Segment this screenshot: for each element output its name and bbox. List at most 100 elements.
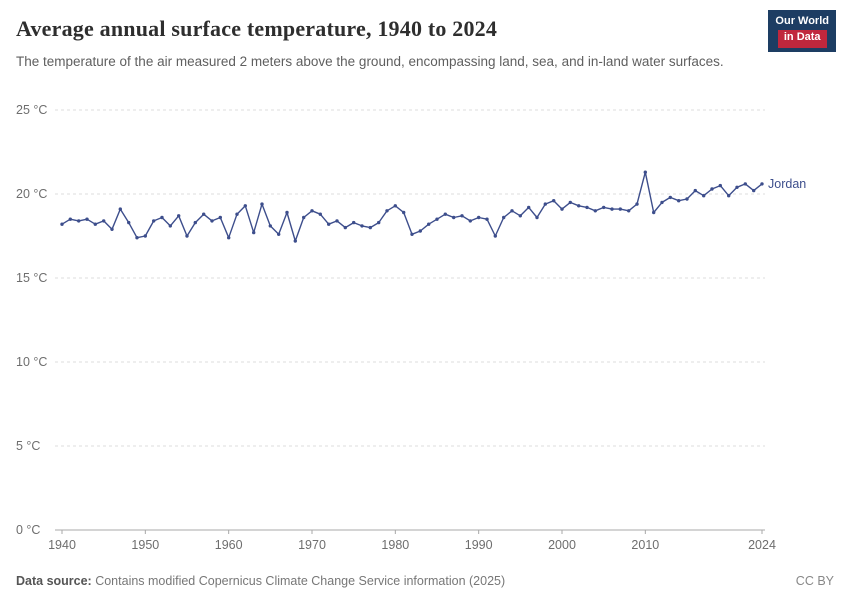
data-point[interactable] xyxy=(343,225,347,230)
data-point[interactable] xyxy=(310,209,314,213)
data-point[interactable] xyxy=(452,215,456,220)
data-point[interactable] xyxy=(402,210,406,215)
data-point[interactable] xyxy=(493,234,497,238)
data-point[interactable] xyxy=(85,217,89,221)
data-point[interactable] xyxy=(643,170,647,174)
data-point[interactable] xyxy=(677,199,681,203)
data-point[interactable] xyxy=(377,220,381,225)
temperature-line[interactable] xyxy=(61,171,763,242)
data-point[interactable] xyxy=(193,220,197,225)
data-point[interactable] xyxy=(477,215,481,220)
data-point[interactable] xyxy=(627,209,631,213)
data-point[interactable] xyxy=(502,215,506,220)
data-point[interactable] xyxy=(277,232,281,236)
data-point[interactable] xyxy=(552,199,556,203)
data-point[interactable] xyxy=(693,188,697,193)
series-label[interactable]: Jordan xyxy=(768,177,806,191)
data-point[interactable] xyxy=(743,182,747,186)
data-point[interactable] xyxy=(718,183,722,188)
data-point[interactable] xyxy=(510,209,514,213)
data-point[interactable] xyxy=(443,212,447,216)
page-title: Average annual surface temperature, 1940… xyxy=(16,16,498,41)
data-point[interactable] xyxy=(160,215,164,220)
data-point[interactable] xyxy=(235,212,239,216)
owid-logo[interactable]: Our World in Data xyxy=(768,10,836,52)
data-point[interactable] xyxy=(60,222,64,226)
data-point[interactable] xyxy=(535,215,539,220)
data-point[interactable] xyxy=(368,225,372,230)
data-point[interactable] xyxy=(327,222,331,226)
chart-subtitle: The temperature of the air measured 2 me… xyxy=(16,54,724,69)
data-point[interactable] xyxy=(635,202,639,206)
data-point[interactable] xyxy=(610,207,614,211)
data-point[interactable] xyxy=(410,232,414,236)
data-point[interactable] xyxy=(385,209,389,213)
data-point[interactable] xyxy=(302,215,306,220)
data-point[interactable] xyxy=(727,194,731,198)
data-source-label: Data source: xyxy=(16,574,92,588)
data-point[interactable] xyxy=(418,229,422,233)
data-point[interactable] xyxy=(168,224,172,228)
data-point[interactable] xyxy=(260,202,264,206)
data-point[interactable] xyxy=(252,230,256,235)
data-point[interactable] xyxy=(318,212,322,216)
data-point[interactable] xyxy=(202,212,206,216)
data-point[interactable] xyxy=(652,210,656,215)
data-point[interactable] xyxy=(293,239,297,243)
data-point[interactable] xyxy=(685,197,689,201)
data-point[interactable] xyxy=(135,236,139,240)
data-point[interactable] xyxy=(760,182,764,186)
data-point[interactable] xyxy=(485,217,489,221)
data-point[interactable] xyxy=(93,222,98,226)
owid-logo-line1: Our World xyxy=(775,15,829,27)
data-point[interactable] xyxy=(227,236,231,240)
data-point[interactable] xyxy=(560,207,564,211)
data-point[interactable] xyxy=(335,219,339,223)
data-point[interactable] xyxy=(268,224,272,228)
data-point[interactable] xyxy=(593,209,597,213)
data-point[interactable] xyxy=(393,204,397,208)
data-point[interactable] xyxy=(585,205,589,210)
data-point[interactable] xyxy=(543,202,547,206)
data-point[interactable] xyxy=(177,214,181,218)
data-point[interactable] xyxy=(660,200,664,205)
data-point[interactable] xyxy=(618,207,622,211)
data-point[interactable] xyxy=(210,219,214,223)
data-point[interactable] xyxy=(110,227,114,231)
data-point[interactable] xyxy=(602,205,606,210)
data-point[interactable] xyxy=(68,217,73,221)
data-point[interactable] xyxy=(285,210,289,215)
data-point[interactable] xyxy=(152,219,156,223)
data-point[interactable] xyxy=(352,220,356,225)
y-tick-label: 20 °C xyxy=(16,187,47,201)
data-point[interactable] xyxy=(127,220,131,225)
data-point[interactable] xyxy=(118,207,123,211)
x-tick-label: 2010 xyxy=(631,538,659,552)
data-point[interactable] xyxy=(435,217,439,221)
data-point[interactable] xyxy=(460,214,464,218)
data-point[interactable] xyxy=(527,205,531,210)
y-tick-label: 5 °C xyxy=(16,439,40,453)
data-point[interactable] xyxy=(710,187,714,191)
license-badge[interactable]: CC BY xyxy=(795,574,834,588)
x-tick-label: 1950 xyxy=(131,538,159,552)
y-tick-label: 15 °C xyxy=(16,271,47,285)
data-point[interactable] xyxy=(468,219,472,223)
data-point[interactable] xyxy=(668,195,672,200)
data-point[interactable] xyxy=(360,224,364,228)
data-point[interactable] xyxy=(218,215,222,220)
data-point[interactable] xyxy=(243,204,247,208)
data-point[interactable] xyxy=(77,219,81,223)
data-point[interactable] xyxy=(518,214,522,218)
data-point[interactable] xyxy=(185,234,189,238)
data-point[interactable] xyxy=(702,194,706,198)
data-point[interactable] xyxy=(102,219,106,223)
y-tick-label: 10 °C xyxy=(16,355,47,369)
data-point[interactable] xyxy=(427,222,431,226)
data-point[interactable] xyxy=(568,200,572,205)
data-point[interactable] xyxy=(735,185,739,189)
data-point[interactable] xyxy=(752,188,756,193)
data-point[interactable] xyxy=(143,234,147,238)
data-point[interactable] xyxy=(577,204,581,208)
line-chart[interactable]: 0 °C 5 °C 10 °C 15 °C 20 °C 25 °C 1940 1950 1960… xyxy=(0,90,850,560)
